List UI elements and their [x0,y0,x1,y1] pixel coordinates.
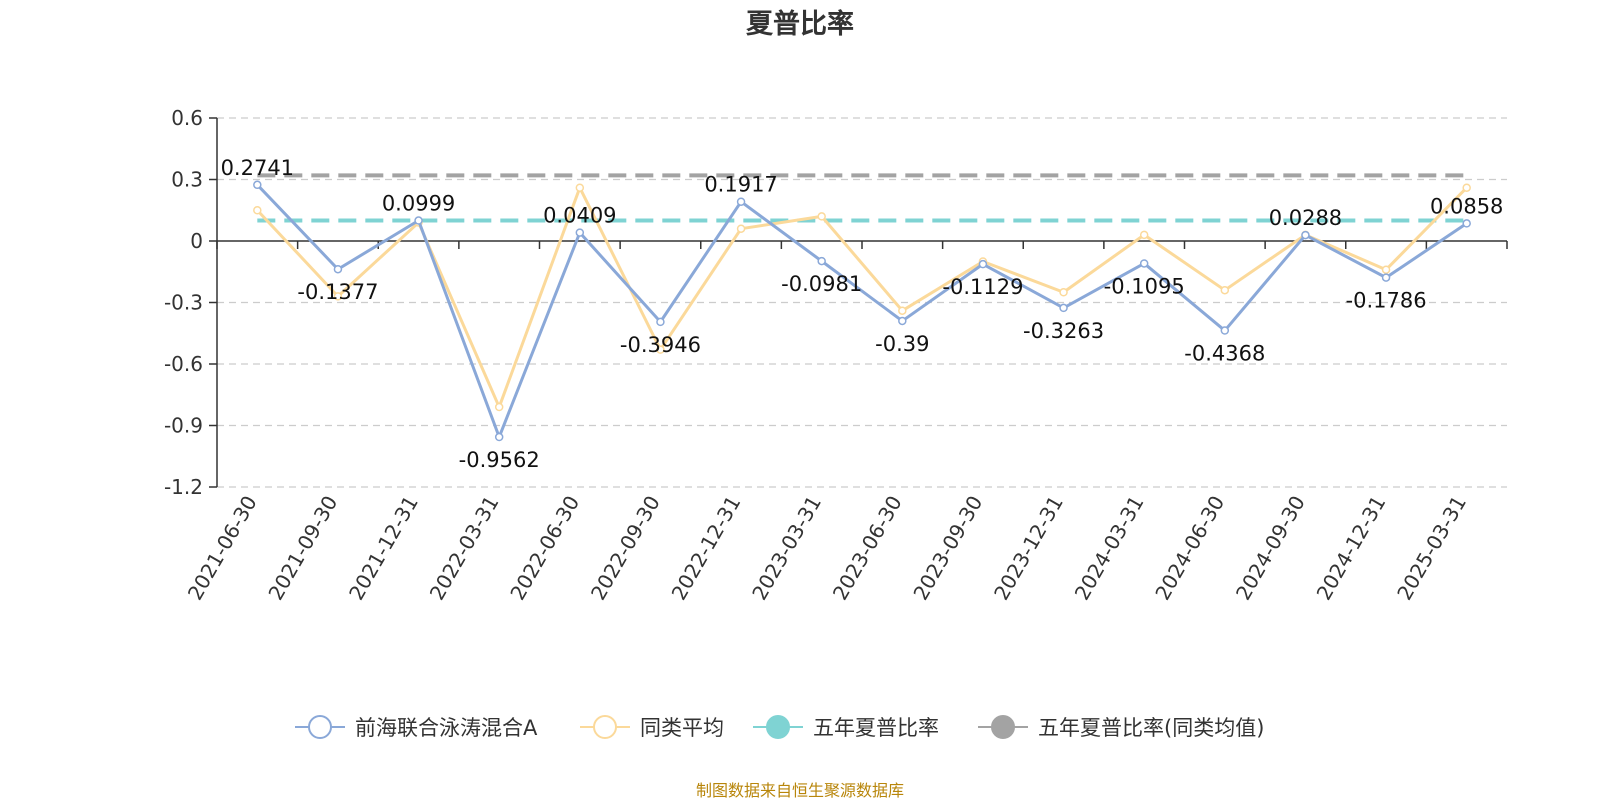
series-point-1 [898,306,907,315]
legend-label: 五年夏普比率(同类均值) [1038,716,1264,740]
series-point-0 [1381,273,1391,282]
series-point-1 [1220,285,1230,295]
y-tick-label: -1.2 [164,475,203,499]
series-point-0 [414,216,423,225]
x-tick-label: 2024-12-31 [1311,492,1390,605]
legend-label: 同类平均 [640,716,724,740]
y-tick-label: 0.6 [171,106,203,130]
series-point-1 [494,402,504,412]
series-point-0 [736,197,746,206]
legend: 前海联合泳涛混合A 同类平均 五年夏普比率 五年夏普比率(同类均值) [295,715,1264,740]
data-label: -0.9562 [459,448,540,472]
series-point-0 [333,264,343,274]
legend-marker [593,715,617,739]
x-tick-label: 2023-03-31 [747,492,826,605]
data-label: -0.3263 [1023,319,1104,343]
x-tick-label: 2021-12-31 [344,492,423,605]
series-line-0 [256,183,1468,439]
series-layer [253,173,1471,442]
series-point-1 [1059,288,1068,297]
series-point-1 [253,206,262,215]
y-tick-label: -0.9 [164,414,203,438]
x-tick-label: 2022-09-30 [586,492,665,605]
series-point-0 [978,259,988,269]
series-point-0 [1220,326,1230,335]
y-tick-label: 0.3 [171,168,203,192]
data-label: -0.39 [875,332,929,356]
data-label: -0.0981 [781,272,862,296]
data-label: -0.1377 [297,280,378,304]
x-tick-label: 2024-03-31 [1070,492,1149,605]
data-label: 0.2741 [221,156,294,180]
x-tick-label: 2023-09-30 [908,492,987,605]
legend-item-3: 五年夏普比率(同类均值) [978,715,1264,740]
data-label: 0.0858 [1430,194,1503,218]
data-label: -0.3946 [620,333,701,357]
x-tick-label: 2023-06-30 [828,492,907,605]
y-tick-label: -0.6 [164,352,203,376]
series-point-0 [898,316,907,326]
series-point-0 [575,228,585,237]
source-note: 制图数据来自恒生聚源数据库 [696,781,904,800]
series-point-1 [736,224,746,233]
series-point-1 [1462,183,1471,192]
x-tick-label: 2024-06-30 [1150,492,1229,605]
series-point-0 [1301,230,1310,240]
series-point-0 [656,317,665,327]
data-label: 0.1917 [704,173,777,197]
y-tick-label: 0 [190,229,203,253]
x-tick-label: 2022-12-31 [666,492,745,605]
legend-marker [766,715,790,739]
series-point-1 [1139,230,1149,240]
y-tick-label: -0.3 [164,291,203,315]
legend-label: 五年夏普比率 [813,716,939,740]
data-label: -0.4368 [1184,342,1265,366]
series-point-0 [817,256,826,266]
data-label: -0.1786 [1346,289,1427,313]
series-line-1 [256,186,1468,409]
legend-item-2: 五年夏普比率 [753,715,939,740]
x-tick-label: 2025-03-31 [1392,492,1471,605]
data-label: 0.0999 [382,192,455,216]
data-label: 0.0288 [1269,206,1342,230]
data-label: -0.1095 [1104,274,1185,298]
series-point-0 [1139,259,1149,268]
series-point-0 [253,180,262,190]
legend-label: 前海联合泳涛混合A [355,716,538,740]
x-tick-label: 2021-09-30 [263,492,342,605]
legend-marker [308,715,332,739]
x-tick-label: 2022-03-31 [425,492,504,605]
data-labels: 0.2741 -0.1377 0.0999 -0.9562 0.0409 -0.3946 0… [221,156,1504,472]
series-point-1 [1381,265,1391,274]
grid-lines [217,117,1507,488]
data-label: -0.1129 [942,275,1023,299]
chart-title: 夏普比率 [746,8,854,40]
series-point-1 [656,345,665,354]
legend-marker [991,715,1015,739]
series-point-0 [494,432,504,442]
x-tick-label: 2023-12-31 [989,492,1068,605]
data-label: 0.0409 [543,204,616,228]
series-point-1 [333,292,343,301]
x-tick-label: 2021-06-30 [183,492,262,605]
legend-item-0: 前海联合泳涛混合A [295,715,538,740]
series-point-0 [1059,303,1068,313]
legend-item-1: 同类平均 [580,715,724,740]
x-tick-label: 2022-06-30 [505,492,584,605]
x-tick-label: 2024-09-30 [1231,492,1310,605]
series-point-1 [575,183,585,192]
series-point-1 [817,212,826,221]
series-point-0 [1462,219,1471,228]
